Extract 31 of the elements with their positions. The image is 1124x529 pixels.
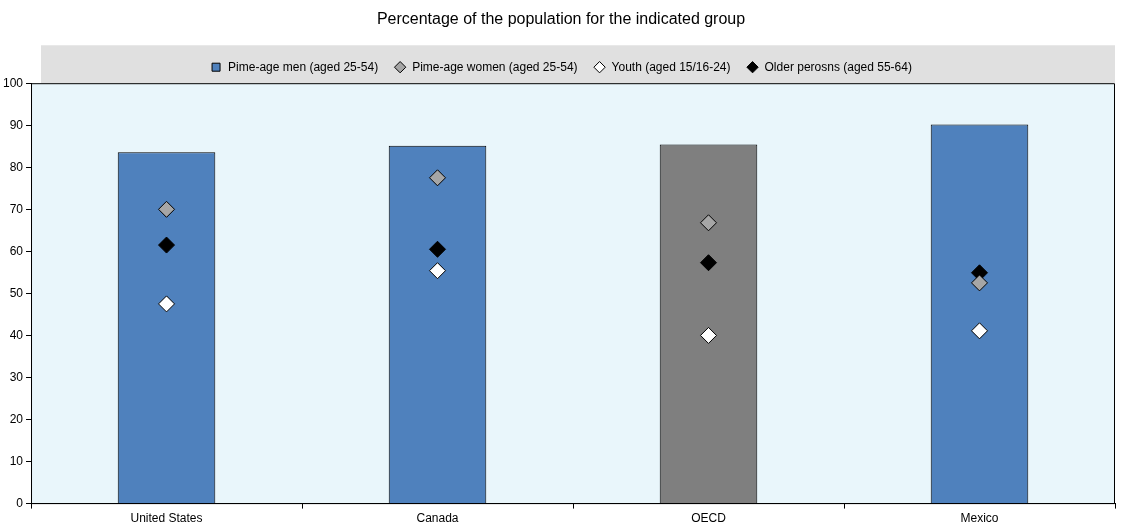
y-tick-label: 0 xyxy=(16,495,24,510)
point xyxy=(700,326,718,344)
y-tick-label: 100 xyxy=(2,75,24,90)
x-tick-label: Canada xyxy=(416,511,459,526)
y-tick-label: 40 xyxy=(9,327,24,342)
point xyxy=(971,274,988,292)
point xyxy=(158,200,176,218)
x-tick-label: Mexico xyxy=(960,511,999,526)
y-tick-label: 50 xyxy=(9,285,24,300)
point xyxy=(700,214,718,232)
point xyxy=(158,236,176,254)
point xyxy=(429,262,447,280)
legend-label: Youth (aged 15/16-24) xyxy=(611,59,731,74)
legend-label: Older perosns (aged 55-64) xyxy=(764,59,912,74)
legend-label: Pime-age women (aged 25-54) xyxy=(412,59,578,74)
point xyxy=(158,295,176,313)
y-tick-label: 30 xyxy=(9,369,24,384)
point xyxy=(700,254,718,272)
y-tick-label: 10 xyxy=(9,453,24,468)
chart-title: Percentage of the population for the indicated group xyxy=(376,10,746,28)
y-tick-label: 60 xyxy=(9,243,24,258)
point xyxy=(971,322,988,340)
y-tick-label: 70 xyxy=(9,201,24,216)
point xyxy=(429,169,447,187)
x-tick-label: OECD xyxy=(691,511,727,526)
y-tick-label: 20 xyxy=(9,411,24,426)
legend-label: Pime-age men (aged 25-54) xyxy=(228,59,379,74)
point xyxy=(429,240,447,258)
y-tick-label: 90 xyxy=(9,117,24,132)
y-tick-label: 80 xyxy=(9,159,24,174)
x-tick-label: United States xyxy=(130,511,203,526)
